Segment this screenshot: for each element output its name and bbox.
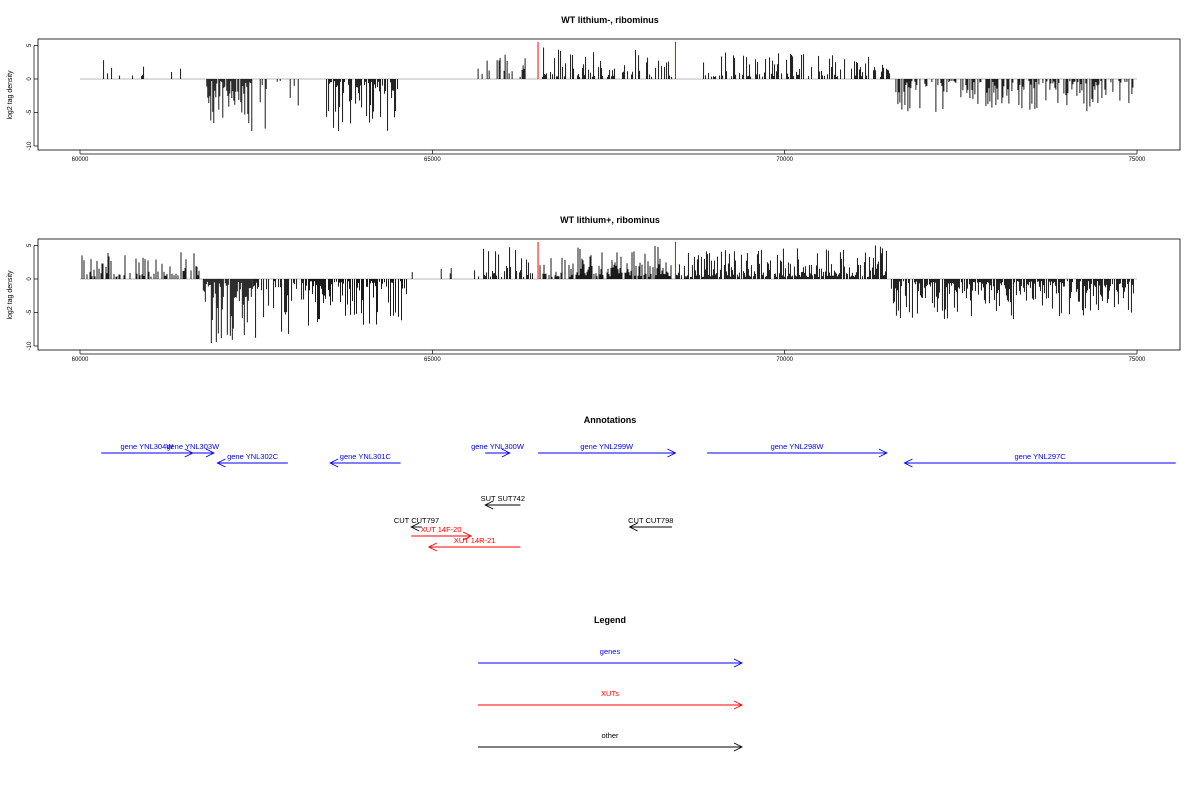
track-title: WT lithium+, ribominus — [560, 215, 660, 225]
axes: 60000 65000 70000 75000 -10 -5 0 5 — [27, 43, 1146, 163]
feature-label: XUT 14F-20 — [421, 525, 462, 534]
annotations-title: Annotations — [584, 415, 637, 425]
feature-arrow-head — [903, 458, 913, 468]
y-axis-label: log2 tag density — [7, 270, 14, 320]
plot-frame — [37, 238, 1181, 351]
y-tick-label: -5 — [27, 109, 33, 115]
x-tick-label: 75000 — [1129, 157, 1146, 163]
y-tick-label: -10 — [27, 141, 33, 150]
feature-label: gene YNL304W — [121, 442, 175, 451]
feature-arrow-head — [427, 542, 438, 552]
feature-arrow-head — [410, 522, 420, 532]
legend-arrow-head — [733, 700, 744, 710]
feature-arrow-head — [462, 531, 473, 541]
feature-arrow-head — [329, 458, 339, 468]
x-tick-label: 65000 — [424, 357, 441, 363]
feature-arrow-head — [216, 458, 226, 468]
coverage-bars — [80, 42, 1137, 131]
feature-arrow-head — [628, 522, 638, 532]
y-axis-label: log2 tag density — [7, 70, 14, 120]
legend-label: genes — [600, 647, 621, 656]
feature-label: XUT 14R-21 — [454, 536, 496, 545]
track-panel-lithium-minus: WT lithium-, ribominus log2 tag density … — [7, 15, 1181, 163]
x-tick-label: 70000 — [776, 157, 793, 163]
feature-label: gene YNL299W — [580, 442, 634, 451]
x-tick-label: 65000 — [424, 157, 441, 163]
feature-label: gene YNL301C — [340, 452, 392, 461]
x-tick-label: 70000 — [776, 357, 793, 363]
track-title: WT lithium-, ribominus — [561, 15, 659, 25]
y-tick-label: -5 — [27, 309, 33, 315]
y-tick-label: 5 — [27, 243, 33, 247]
feature-label: SUT SUT742 — [481, 494, 525, 503]
feature-arrow-head — [205, 448, 215, 458]
feature-label: gene YNL302C — [227, 452, 279, 461]
feature-arrow-head — [501, 448, 511, 458]
feature-label: CUT CUT797 — [394, 516, 439, 525]
axes: 60000 65000 70000 75000 -10 -5 0 5 — [27, 243, 1146, 363]
legend-title: Legend — [594, 615, 626, 625]
feature-label: gene YNL300W — [471, 442, 525, 451]
x-tick-label: 75000 — [1129, 357, 1146, 363]
legend-label: other — [601, 731, 619, 740]
x-tick-label: 60000 — [72, 157, 89, 163]
x-tick-label: 60000 — [72, 357, 89, 363]
legend-label: XUTs — [601, 689, 619, 698]
y-tick-label: 5 — [27, 43, 33, 47]
y-tick-label: -10 — [27, 341, 33, 350]
legend: Legend genes XUTs other — [478, 615, 744, 752]
feature-label: gene YNL297C — [1015, 452, 1067, 461]
coverage-bars — [80, 242, 1137, 344]
feature-arrow-head — [484, 500, 494, 510]
track-panel-lithium-plus: WT lithium+, ribominus log2 tag density … — [7, 215, 1181, 363]
feature-arrow-head — [878, 448, 888, 458]
plot-frame — [37, 38, 1181, 151]
feature-label: gene YNL298W — [771, 442, 825, 451]
y-tick-label: 0 — [27, 77, 33, 81]
legend-arrow-head — [733, 658, 744, 668]
feature-label: CUT CUT798 — [628, 516, 673, 525]
y-tick-label: 0 — [27, 277, 33, 281]
legend-items: genes XUTs other — [478, 647, 744, 752]
feature-label: gene YNL303W — [166, 442, 220, 451]
feature-arrow-head — [667, 448, 677, 458]
legend-arrow-head — [733, 742, 744, 752]
